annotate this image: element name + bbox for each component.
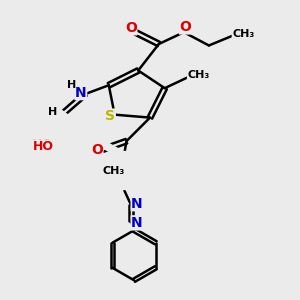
Text: N: N bbox=[131, 216, 143, 230]
Text: HO: HO bbox=[32, 138, 53, 151]
Text: O: O bbox=[125, 21, 137, 35]
Text: O: O bbox=[91, 143, 103, 157]
Text: HO: HO bbox=[33, 140, 54, 153]
Text: N: N bbox=[75, 85, 87, 100]
Text: H: H bbox=[67, 80, 76, 90]
Text: N: N bbox=[131, 197, 143, 211]
Text: O: O bbox=[179, 20, 191, 34]
Text: H: H bbox=[48, 107, 58, 117]
Text: CH₃: CH₃ bbox=[232, 29, 254, 39]
Text: CH₃: CH₃ bbox=[188, 70, 210, 80]
Text: S: S bbox=[105, 109, 115, 123]
Text: CH₃: CH₃ bbox=[102, 166, 124, 176]
